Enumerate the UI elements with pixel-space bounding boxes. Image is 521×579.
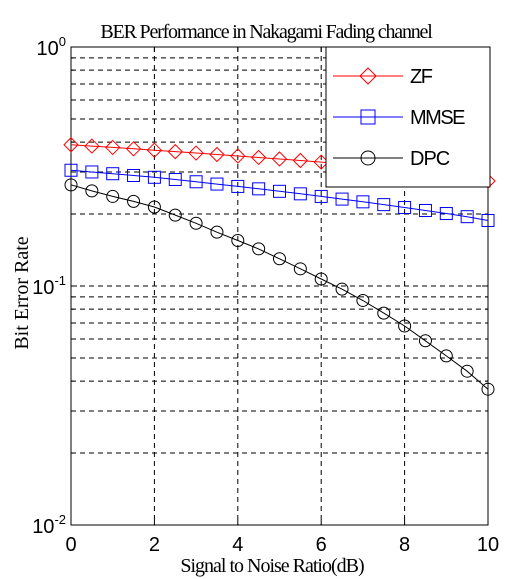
legend-label-zf: ZF (410, 66, 433, 88)
legend: ZF MMSE DPC (325, 46, 491, 188)
data-point-zf (250, 149, 267, 166)
data-point-mmse (439, 207, 453, 221)
data-point-mmse (127, 168, 141, 182)
data-point-mmse (460, 210, 474, 224)
grid (71, 47, 488, 525)
data-point-dpc (314, 272, 328, 286)
data-point-mmse (398, 201, 412, 215)
x-tick-label: 8 (399, 534, 410, 556)
data-point-mmse (481, 213, 495, 227)
y-tick-label: 10-2 (32, 512, 66, 538)
y-tick-label: 10-1 (32, 273, 66, 299)
data-point-dpc (460, 364, 474, 378)
x-tick-label: 0 (65, 534, 76, 556)
data-point-dpc (273, 252, 286, 266)
data-point-zf (209, 146, 225, 163)
data-point-zf (63, 137, 79, 153)
y-axis-label: Bit Error Rate (11, 236, 33, 349)
data-point-mmse (418, 203, 432, 217)
data-point-dpc (418, 334, 432, 348)
legend-item-zf: ZF (333, 66, 434, 88)
data-point-dpc (210, 225, 224, 239)
legend-item-mmse: MMSE (333, 107, 467, 129)
data-point-dpc (398, 319, 412, 333)
data-point-dpc (64, 178, 78, 192)
data-point-zf (146, 142, 163, 158)
data-point-zf (271, 151, 288, 167)
data-point-dpc (231, 234, 245, 248)
legend-label-mmse: MMSE (410, 107, 465, 129)
series-line-dpc (70, 184, 489, 390)
data-point-zf (188, 145, 204, 161)
data-point-dpc (335, 282, 349, 296)
series-dpc (64, 178, 495, 396)
data-point-dpc (481, 382, 495, 396)
data-point-dpc (106, 189, 120, 203)
data-point-mmse (210, 177, 224, 191)
data-point-mmse (356, 195, 370, 209)
data-point-dpc (127, 194, 141, 208)
data-point-dpc (439, 349, 453, 363)
data-point-dpc (168, 208, 182, 222)
data-point-zf (104, 139, 121, 156)
data-point-mmse (377, 198, 391, 212)
data-point-mmse (293, 187, 307, 201)
data-point-dpc (293, 262, 307, 276)
data-point-mmse (252, 182, 266, 196)
data-point-dpc (356, 293, 370, 307)
data-point-mmse (147, 170, 161, 184)
data-point-dpc (147, 200, 161, 214)
legend-marker-circle (360, 150, 376, 166)
chart-title: BER Performance in Nakagami Fading chann… (100, 21, 433, 43)
data-point-zf (292, 152, 309, 169)
data-point-mmse (273, 184, 286, 198)
x-tick-label: 10 (477, 534, 499, 556)
data-point-dpc (189, 216, 203, 230)
x-tick-label: 6 (316, 534, 327, 556)
y-tick-label: 100 (37, 34, 66, 60)
data-point-mmse (314, 189, 328, 203)
data-point-mmse (231, 179, 245, 193)
data-point-mmse (85, 165, 99, 179)
data-point-mmse (168, 173, 182, 187)
x-tick-label: 2 (149, 534, 160, 556)
tick-labels: 0 2 4 6 8 10 10-2 10-1 100 (32, 34, 499, 556)
legend-marker-square (360, 109, 376, 125)
data-point-zf (125, 141, 142, 157)
data-point-zf (84, 138, 100, 154)
data-point-mmse (189, 175, 203, 189)
series-line-mmse (70, 169, 489, 221)
data-point-mmse (106, 167, 120, 181)
axes (70, 46, 489, 526)
data-point-dpc (85, 184, 99, 198)
data-point-zf (167, 143, 183, 160)
data-point-zf (230, 148, 246, 164)
x-axis-label: Signal to Noise Ratio(dB) (180, 555, 364, 577)
data-point-mmse (64, 163, 78, 177)
x-tick-label: 4 (232, 534, 243, 556)
data-point-dpc (377, 306, 391, 320)
legend-marker-diamond (359, 67, 377, 85)
legend-label-dpc: DPC (410, 148, 450, 170)
legend-item-dpc: DPC (333, 148, 451, 170)
series-mmse (64, 163, 495, 227)
data-point-dpc (252, 242, 266, 256)
data-point-mmse (335, 192, 349, 206)
